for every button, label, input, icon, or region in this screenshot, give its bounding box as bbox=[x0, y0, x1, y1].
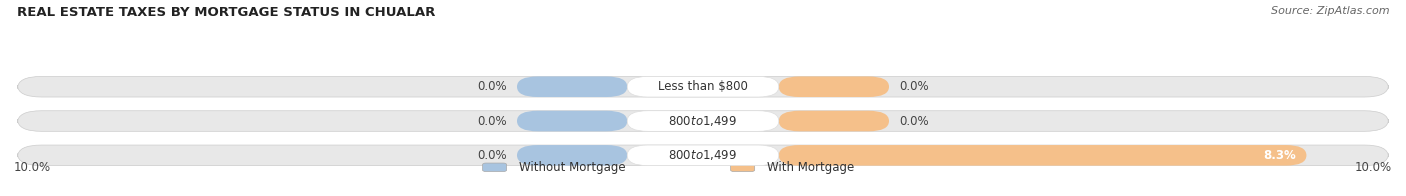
Text: With Mortgage: With Mortgage bbox=[768, 161, 855, 174]
Text: 0.0%: 0.0% bbox=[900, 114, 929, 128]
FancyBboxPatch shape bbox=[627, 76, 779, 97]
FancyBboxPatch shape bbox=[517, 145, 627, 166]
FancyBboxPatch shape bbox=[779, 111, 889, 131]
Text: REAL ESTATE TAXES BY MORTGAGE STATUS IN CHUALAR: REAL ESTATE TAXES BY MORTGAGE STATUS IN … bbox=[17, 6, 436, 19]
Text: 8.3%: 8.3% bbox=[1264, 149, 1296, 162]
FancyBboxPatch shape bbox=[779, 145, 1306, 166]
Text: $800 to $1,499: $800 to $1,499 bbox=[668, 148, 738, 162]
Text: Less than $800: Less than $800 bbox=[658, 80, 748, 93]
Text: 0.0%: 0.0% bbox=[477, 80, 506, 93]
FancyBboxPatch shape bbox=[627, 145, 779, 166]
Text: 10.0%: 10.0% bbox=[14, 161, 51, 174]
Text: $800 to $1,499: $800 to $1,499 bbox=[668, 114, 738, 128]
FancyBboxPatch shape bbox=[482, 163, 506, 172]
Text: Source: ZipAtlas.com: Source: ZipAtlas.com bbox=[1271, 6, 1389, 16]
Text: 0.0%: 0.0% bbox=[477, 114, 506, 128]
Text: 10.0%: 10.0% bbox=[1355, 161, 1392, 174]
FancyBboxPatch shape bbox=[17, 111, 1389, 131]
FancyBboxPatch shape bbox=[17, 145, 1389, 166]
FancyBboxPatch shape bbox=[17, 76, 1389, 97]
FancyBboxPatch shape bbox=[627, 111, 779, 131]
Text: Without Mortgage: Without Mortgage bbox=[519, 161, 626, 174]
FancyBboxPatch shape bbox=[517, 76, 627, 97]
FancyBboxPatch shape bbox=[779, 76, 889, 97]
FancyBboxPatch shape bbox=[517, 111, 627, 131]
FancyBboxPatch shape bbox=[731, 163, 755, 172]
Text: 0.0%: 0.0% bbox=[477, 149, 506, 162]
Text: 0.0%: 0.0% bbox=[900, 80, 929, 93]
